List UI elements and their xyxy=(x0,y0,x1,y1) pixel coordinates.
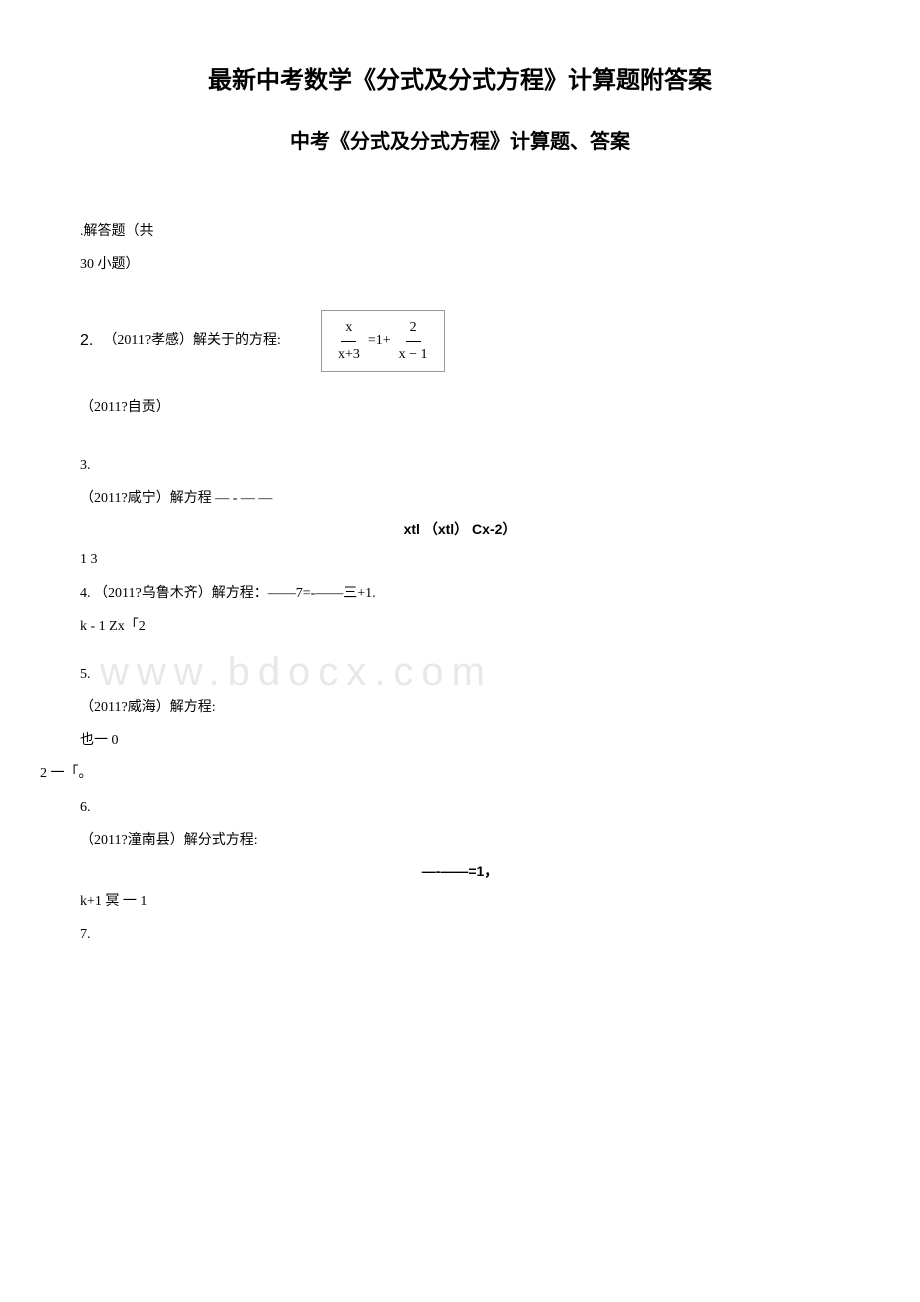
problem-5-line4: 2 一「。 xyxy=(40,761,840,786)
problem-2-text: （2011?孝感）解关于的方程: xyxy=(103,328,281,353)
intro-line-2: 30 小题） xyxy=(80,252,840,277)
fraction-2: 2 x − 1 xyxy=(395,315,432,366)
frac1-num: x xyxy=(341,315,356,341)
intro-line-1: .解答题（共 xyxy=(80,219,840,244)
formula-mid: =1+ xyxy=(368,328,391,353)
frac2-num: 2 xyxy=(406,315,421,341)
sub-title: 中考《分式及分式方程》计算题、答案 xyxy=(80,125,840,154)
frac1-den: x+3 xyxy=(334,342,364,367)
problem-4-line2: 4. （2011?乌鲁木齐）解方程：——7=-——三+1. xyxy=(80,581,840,606)
problem-6-center: —-——=1， xyxy=(80,861,840,881)
frac2-den: x − 1 xyxy=(395,342,432,367)
problem-2-number: 2. xyxy=(80,327,93,356)
problem-3-number: 3. xyxy=(80,453,840,478)
main-title: 最新中考数学《分式及分式方程》计算题附答案 xyxy=(80,60,840,95)
problem-7-number: 7. xyxy=(80,922,840,947)
problem-6-line3: k+1 冥 一 1 xyxy=(80,889,840,914)
fraction-1: x x+3 xyxy=(334,315,364,366)
problem-6-text: （2011?潼南县）解分式方程: xyxy=(80,828,840,853)
problem-3-text: （2011?咸宁）解方程 — - — — xyxy=(80,486,840,511)
problem-2-formula: x x+3 =1+ 2 x − 1 xyxy=(321,310,445,371)
problem-4-line3: k - 1 Zx「2 xyxy=(80,614,840,639)
problem-5-text: （2011?威海）解方程: xyxy=(80,695,840,720)
problem-2b-text: （2011?自贡） xyxy=(80,395,840,420)
problem-3-center: xtl （xtl） Cx-2） xyxy=(80,519,840,539)
problem-6-number: 6. xyxy=(80,795,840,820)
problem-2: 2. （2011?孝感）解关于的方程: x x+3 =1+ 2 x − 1 xyxy=(80,310,840,371)
problem-5-number: 5. xyxy=(80,662,840,687)
problem-4-line1: 1 3 xyxy=(80,547,840,572)
problem-5-line3: 也一 0 xyxy=(80,728,840,753)
